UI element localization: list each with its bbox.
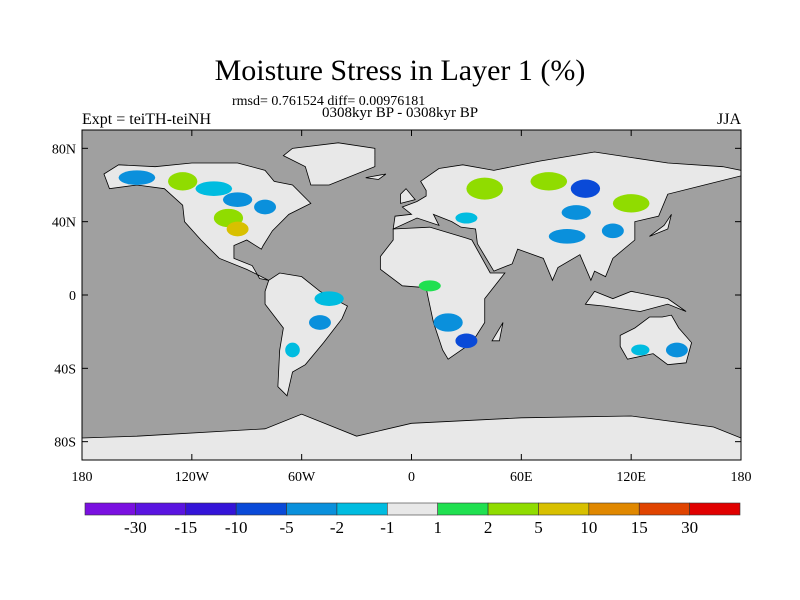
colorbar-box xyxy=(387,502,438,516)
y-tick-label: 40N xyxy=(52,216,76,231)
anomaly-patch xyxy=(308,315,331,330)
anomaly-patch xyxy=(455,212,478,224)
stats-line: rmsd= 0.761524 diff= 0.00976181 xyxy=(232,94,426,109)
anomaly-patch xyxy=(418,280,441,292)
colorbar-label: 5 xyxy=(534,518,543,537)
landmass xyxy=(400,188,416,204)
colorbar-box xyxy=(638,502,690,516)
colorbar-label: 10 xyxy=(580,518,597,537)
x-tick-label: 180 xyxy=(731,470,752,485)
colorbar-box xyxy=(336,502,388,516)
colorbar-box xyxy=(286,502,338,516)
colorbar-box xyxy=(588,502,640,516)
anomaly-patch xyxy=(168,172,198,191)
x-tick-label: 60E xyxy=(510,470,533,485)
landmass xyxy=(379,226,506,360)
colorbar-label: -1 xyxy=(380,518,394,537)
colorbar-label: -2 xyxy=(330,518,344,537)
colorbar-label: 30 xyxy=(681,518,698,537)
anomaly-patch xyxy=(195,181,233,196)
landmass xyxy=(365,173,387,180)
landmass xyxy=(103,162,312,281)
landmass xyxy=(282,142,376,186)
colorbar-label: 15 xyxy=(631,518,648,537)
anomaly-patch xyxy=(466,177,504,200)
x-tick-label: 120W xyxy=(175,470,210,485)
landmass xyxy=(649,214,672,237)
y-tick-label: 80N xyxy=(52,142,76,157)
chart-title: Moisture Stress in Layer 1 (%) xyxy=(214,54,586,87)
x-tick-label: 0 xyxy=(408,470,415,485)
landmass xyxy=(491,322,504,342)
anomaly-patch xyxy=(222,192,253,207)
anomaly-patch xyxy=(285,342,300,358)
colorbar-label: -10 xyxy=(225,518,248,537)
colorbar-label: -15 xyxy=(174,518,197,537)
anomaly-patch xyxy=(254,199,277,215)
season-label: JJA xyxy=(716,111,741,128)
anomaly-patch xyxy=(612,194,650,213)
y-tick-label: 0 xyxy=(69,289,76,304)
anomaly-patch xyxy=(548,229,586,244)
colorbar-label: 1 xyxy=(433,518,442,537)
colorbar-box xyxy=(437,502,489,516)
anomaly-patch xyxy=(570,179,601,198)
colorbar-box xyxy=(84,502,136,516)
colorbar-box xyxy=(538,502,590,516)
colorbar-label: 2 xyxy=(484,518,493,537)
colorbar-label: -5 xyxy=(279,518,293,537)
colorbar-box xyxy=(487,502,539,516)
colorbar-box xyxy=(235,502,287,516)
colorbar-box xyxy=(689,502,741,516)
x-tick-label: 120E xyxy=(616,470,646,485)
colorbar-box xyxy=(135,502,187,516)
colorbar-label: -30 xyxy=(124,518,147,537)
colorbar-box xyxy=(185,502,237,516)
period-line: 0308kyr BP - 0308kyr BP xyxy=(322,105,479,121)
anomaly-patch xyxy=(665,342,688,358)
anomaly-patch xyxy=(433,313,463,332)
landmass xyxy=(584,290,687,312)
y-tick-label: 80S xyxy=(54,436,76,451)
anomaly-patch xyxy=(118,170,156,185)
y-tick-label: 40S xyxy=(54,362,76,377)
anomaly-patch xyxy=(226,221,249,237)
experiment-label: Expt = teiTH-teiNH xyxy=(82,111,211,128)
x-tick-label: 60W xyxy=(288,470,316,485)
anomaly-patch xyxy=(455,333,478,349)
x-tick-label: 180 xyxy=(72,470,93,485)
anomaly-patch xyxy=(530,172,568,191)
anomaly-patch xyxy=(314,291,344,306)
anomaly-patch xyxy=(561,205,591,220)
anomaly-patch xyxy=(631,344,650,356)
anomaly-patch xyxy=(601,223,624,239)
